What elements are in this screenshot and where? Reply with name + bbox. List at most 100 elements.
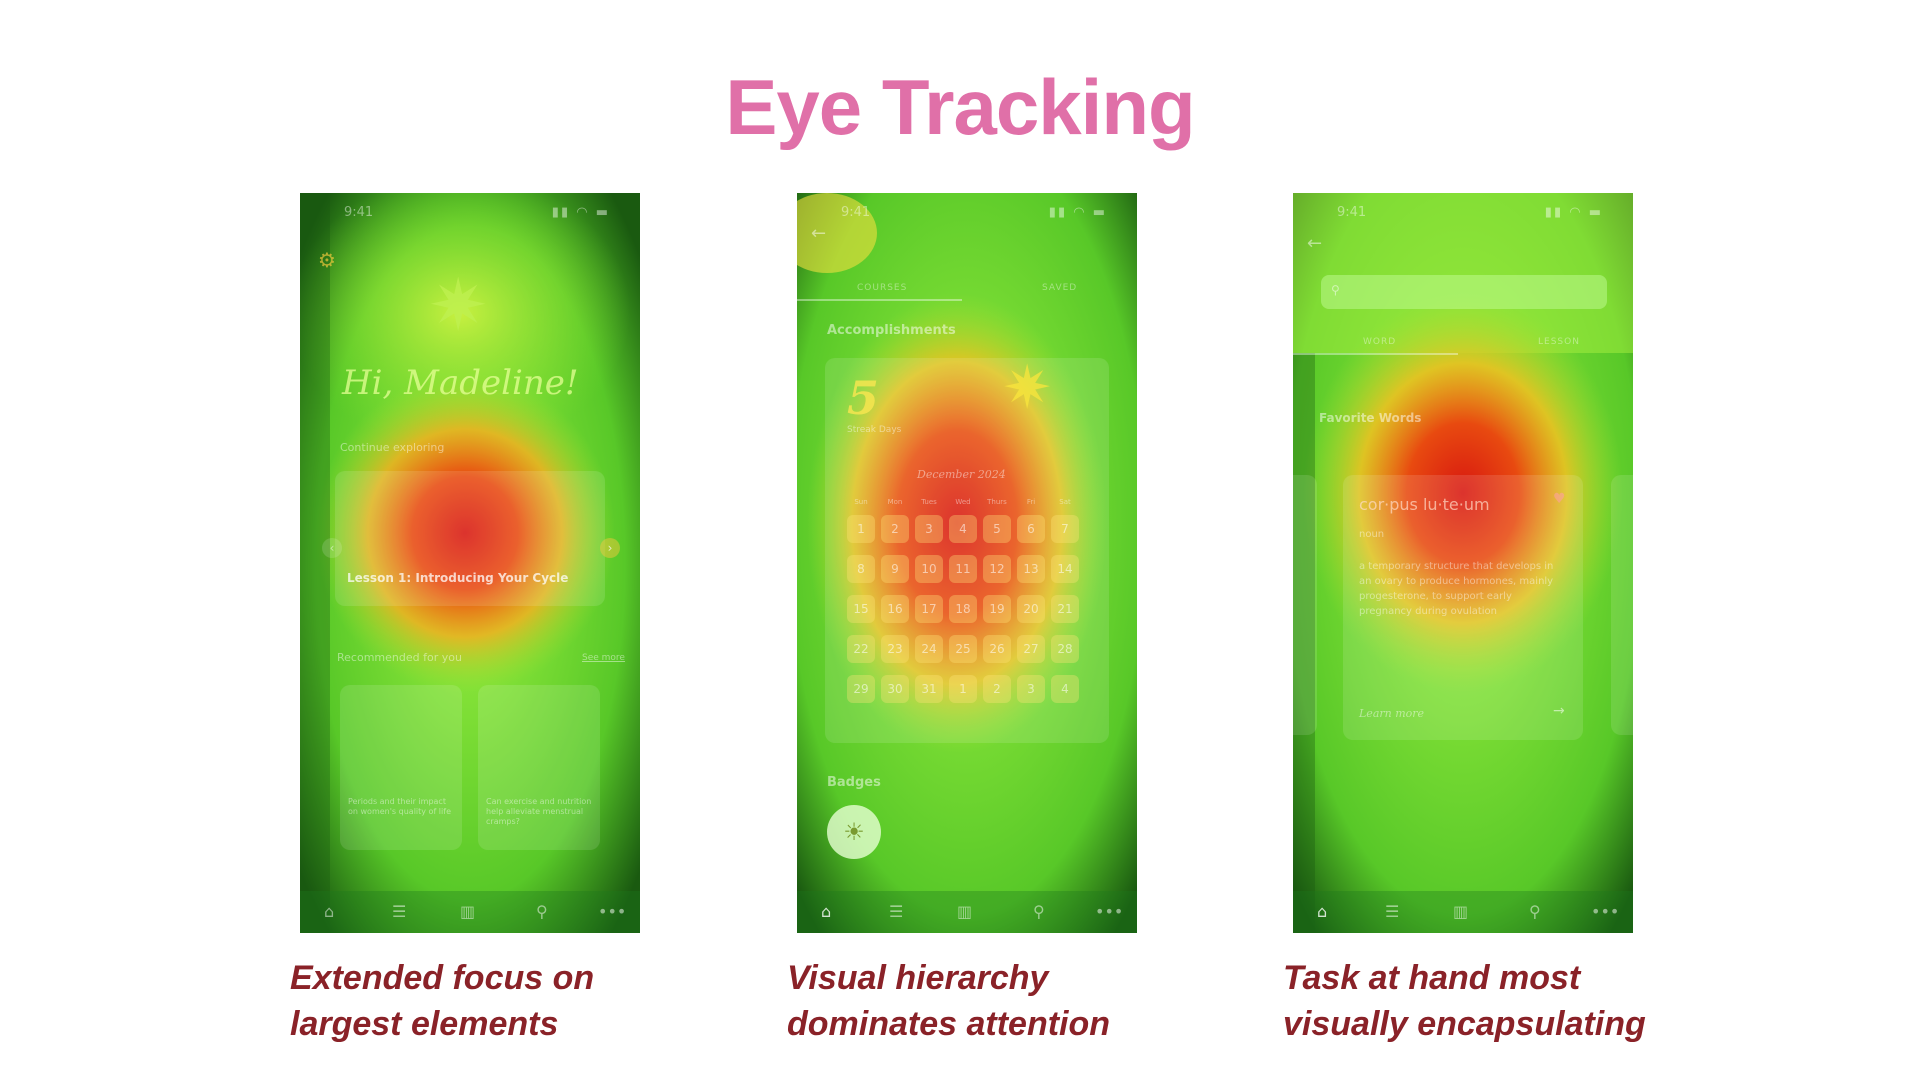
calendar-day[interactable]: 3	[1017, 675, 1045, 703]
star-mascot-icon: ✷	[1002, 353, 1053, 423]
calendar-day[interactable]: 10	[915, 555, 943, 583]
calendar-day[interactable]: 9	[881, 555, 909, 583]
recommended-label: Recommended for you	[337, 651, 462, 664]
calendar-day[interactable]: 20	[1017, 595, 1045, 623]
heatmap-overlay	[300, 193, 640, 933]
calendar-day[interactable]: 6	[1017, 515, 1045, 543]
book-icon[interactable]: ▥	[460, 902, 476, 921]
home-icon[interactable]: ⌂	[821, 902, 832, 921]
calendar-day[interactable]: 1	[847, 515, 875, 543]
signal-wifi-battery-icon: ▮▮ ◠ ▬	[1048, 205, 1107, 220]
calendar-day[interactable]: 15	[847, 595, 875, 623]
lesson-title: Lesson 1: Introducing Your Cycle	[347, 571, 569, 585]
status-time: 9:41	[344, 205, 374, 220]
calendar-day[interactable]: 22	[847, 635, 875, 663]
caption-line: visually encapsulating	[1283, 1005, 1646, 1043]
home-icon[interactable]: ⌂	[324, 902, 335, 921]
more-icon[interactable]: •••	[598, 902, 627, 921]
search-input[interactable]: ⚲	[1321, 275, 1607, 309]
home-icon[interactable]: ⌂	[1317, 902, 1328, 921]
calendar-row: 29 30 31 1 2 3 4	[847, 675, 1087, 703]
tab-courses[interactable]: COURSES	[857, 283, 908, 293]
arrow-right-icon[interactable]: →	[1553, 703, 1565, 719]
more-icon[interactable]: •••	[1591, 902, 1620, 921]
recommended-card[interactable]: Periods and their impact on women's qual…	[340, 685, 462, 850]
word-type: noun	[1359, 529, 1385, 540]
star-mascot-icon: ✷	[428, 263, 489, 347]
weekday-label: Mon	[887, 498, 903, 506]
calendar-day[interactable]: 8	[847, 555, 875, 583]
calendar-day[interactable]: 28	[1051, 635, 1079, 663]
caption-accomplishments: Visual hierarchy dominates attention	[787, 955, 1110, 1047]
calendar-day[interactable]: 30	[881, 675, 909, 703]
calendar-day[interactable]: 11	[949, 555, 977, 583]
caption-favorite-words: Task at hand most visually encapsulating	[1283, 955, 1646, 1047]
caption-line: dominates attention	[787, 1005, 1111, 1043]
tab-lesson[interactable]: LESSON	[1538, 337, 1580, 347]
weekday-row: Sun Mon Tues Wed Thurs Fri Sat	[847, 498, 1087, 506]
weekday-label: Thurs	[987, 498, 1007, 506]
list-icon[interactable]: ☰	[889, 902, 904, 921]
calendar-day[interactable]: 18	[949, 595, 977, 623]
calendar-day[interactable]: 17	[915, 595, 943, 623]
side-word-card[interactable]	[1611, 475, 1633, 735]
calendar-day[interactable]: 27	[1017, 635, 1045, 663]
calendar-day[interactable]: 14	[1051, 555, 1079, 583]
book-icon[interactable]: ▥	[1453, 902, 1469, 921]
recommended-card[interactable]: Can exercise and nutrition help alleviat…	[478, 685, 600, 850]
list-icon[interactable]: ☰	[392, 902, 407, 921]
favorite-heart-icon[interactable]: ♥	[1553, 491, 1566, 507]
calendar-day[interactable]: 29	[847, 675, 875, 703]
recommended-card-text: Periods and their impact on women's qual…	[348, 797, 451, 816]
streak-number: 5	[847, 371, 880, 425]
search-icon[interactable]: ⚲	[1033, 902, 1045, 921]
gear-icon[interactable]: ⚙	[318, 248, 336, 272]
heatmap-panel-home: 9:41 ▮▮ ◠ ▬ ⚙ ✷ Hi, Madeline! Continue e…	[300, 193, 640, 933]
list-icon[interactable]: ☰	[1385, 902, 1400, 921]
calendar-day[interactable]: 13	[1017, 555, 1045, 583]
weekday-label: Sun	[854, 498, 868, 506]
calendar-day[interactable]: 31	[915, 675, 943, 703]
calendar-day[interactable]: 16	[881, 595, 909, 623]
carousel-prev-icon[interactable]: ‹	[322, 538, 342, 558]
calendar-day[interactable]: 19	[983, 595, 1011, 623]
search-icon[interactable]: ⚲	[1529, 902, 1541, 921]
calendar-day[interactable]: 1	[949, 675, 977, 703]
back-arrow-icon[interactable]: ←	[811, 223, 827, 244]
calendar-day[interactable]: 24	[915, 635, 943, 663]
tab-word[interactable]: WORD	[1363, 337, 1397, 347]
search-icon[interactable]: ⚲	[536, 902, 548, 921]
continue-label: Continue exploring	[340, 441, 445, 454]
word-card[interactable]: cor·pus lu·te·um noun a temporary struct…	[1343, 475, 1583, 740]
see-more-link[interactable]: See more	[582, 653, 625, 663]
calendar-day[interactable]: 23	[881, 635, 909, 663]
calendar-row: 22 23 24 25 26 27 28	[847, 635, 1087, 663]
word-title: cor·pus lu·te·um	[1359, 495, 1490, 514]
calendar-day[interactable]: 12	[983, 555, 1011, 583]
accomplishments-card	[825, 358, 1109, 743]
tab-saved[interactable]: SAVED	[1042, 283, 1078, 293]
more-icon[interactable]: •••	[1095, 902, 1124, 921]
status-bar: 9:41 ▮▮ ◠ ▬	[1293, 205, 1633, 223]
calendar-day[interactable]: 3	[915, 515, 943, 543]
calendar-day[interactable]: 25	[949, 635, 977, 663]
lightbulb-badge-icon[interactable]: ☀	[827, 805, 881, 859]
back-arrow-icon[interactable]: ←	[1307, 233, 1323, 254]
weekday-label: Fri	[1026, 498, 1036, 506]
carousel-next-icon[interactable]: ›	[600, 538, 620, 558]
calendar-day[interactable]: 2	[881, 515, 909, 543]
side-word-card[interactable]	[1293, 475, 1317, 735]
learn-more-link[interactable]: Learn more	[1359, 707, 1425, 720]
bottom-nav: ⌂ ☰ ▥ ⚲ •••	[1293, 891, 1633, 933]
book-icon[interactable]: ▥	[957, 902, 973, 921]
calendar-day[interactable]: 5	[983, 515, 1011, 543]
calendar-day[interactable]: 26	[983, 635, 1011, 663]
calendar-day[interactable]: 7	[1051, 515, 1079, 543]
calendar-day[interactable]: 4	[949, 515, 977, 543]
greeting-heading: Hi, Madeline!	[342, 363, 579, 403]
calendar-day[interactable]: 4	[1051, 675, 1079, 703]
lesson-card[interactable]: Lesson 1: Introducing Your Cycle	[335, 471, 605, 606]
calendar-day[interactable]: 2	[983, 675, 1011, 703]
calendar-day[interactable]: 21	[1051, 595, 1079, 623]
